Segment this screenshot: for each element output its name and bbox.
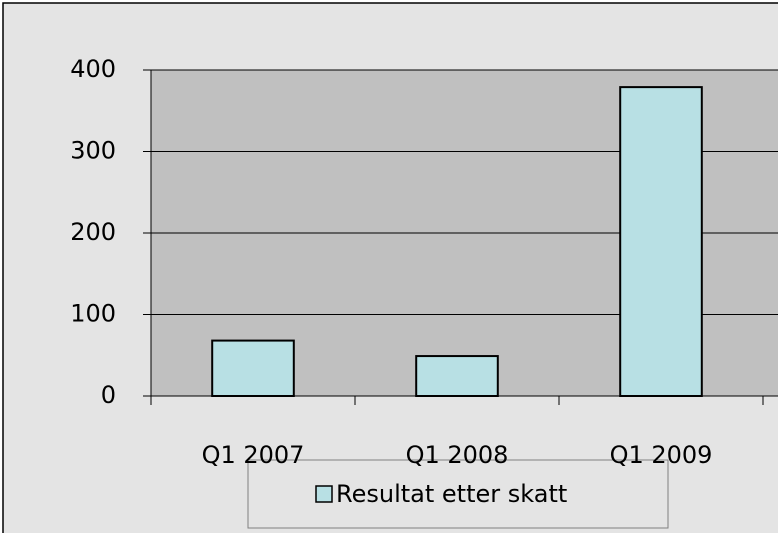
y-tick-label: 0 <box>101 381 116 409</box>
legend <box>247 459 669 529</box>
y-tick-label: 400 <box>70 55 116 83</box>
y-tick-label: 200 <box>70 218 116 246</box>
y-tick-label: 100 <box>70 300 116 328</box>
x-tick-label: Q1 2009 <box>610 441 713 469</box>
legend-label: Resultat etter skatt <box>336 480 567 508</box>
y-tick-label: 300 <box>70 137 116 165</box>
x-tick-label: Q1 2007 <box>202 441 305 469</box>
x-tick-label: Q1 2008 <box>406 441 509 469</box>
bar <box>211 339 295 397</box>
bar <box>415 355 499 398</box>
bar <box>619 86 703 398</box>
legend-swatch <box>315 485 333 503</box>
